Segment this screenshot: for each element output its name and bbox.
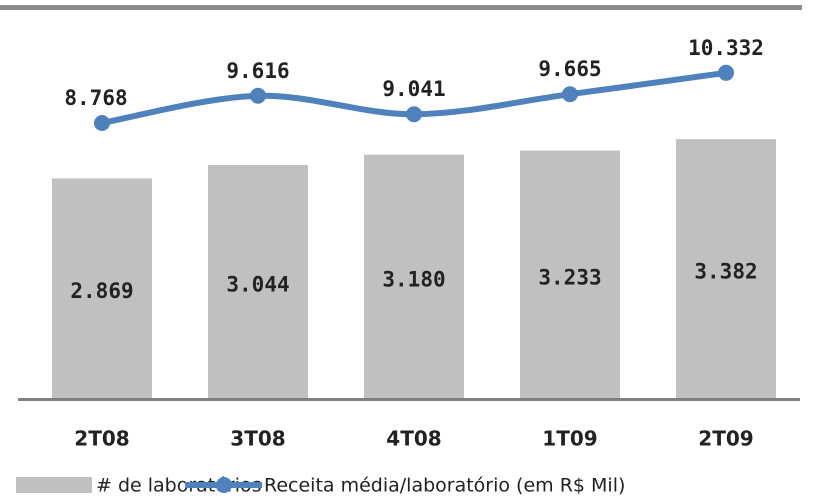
bar — [364, 154, 464, 398]
line-value-label: 9.616 — [226, 59, 289, 83]
bar-value-label: 2.869 — [70, 279, 133, 303]
line-marker — [562, 86, 578, 103]
line-marker — [94, 114, 110, 131]
top-rule — [0, 5, 802, 10]
bar — [208, 165, 308, 398]
bar-value-label: 3.233 — [538, 265, 601, 289]
bar — [52, 178, 152, 398]
x-axis — [18, 398, 800, 401]
x-tick-label: 4T08 — [386, 427, 441, 451]
line-marker — [406, 106, 422, 123]
bar-value-label: 3.382 — [694, 260, 757, 284]
bar-value-label: 3.180 — [382, 267, 445, 291]
line-value-label: 8.768 — [64, 86, 127, 110]
bar — [520, 150, 620, 398]
legend-swatch — [216, 477, 232, 493]
line-value-label: 9.665 — [538, 57, 601, 81]
line-value-label: 9.041 — [382, 77, 445, 101]
bar-value-label: 3.044 — [226, 273, 289, 297]
line-value-label: 10.332 — [688, 36, 764, 60]
x-tick-label: 2T08 — [74, 427, 129, 451]
x-tick-label: 1T09 — [542, 427, 597, 451]
legend-label: Receita média/laboratório (em R$ Mil) — [264, 475, 625, 497]
legend-swatch — [16, 477, 92, 493]
x-tick-label: 2T09 — [698, 427, 753, 451]
line-marker — [718, 64, 734, 81]
x-tick-label: 3T08 — [230, 427, 285, 451]
line-marker — [250, 87, 266, 104]
bar — [676, 139, 776, 399]
